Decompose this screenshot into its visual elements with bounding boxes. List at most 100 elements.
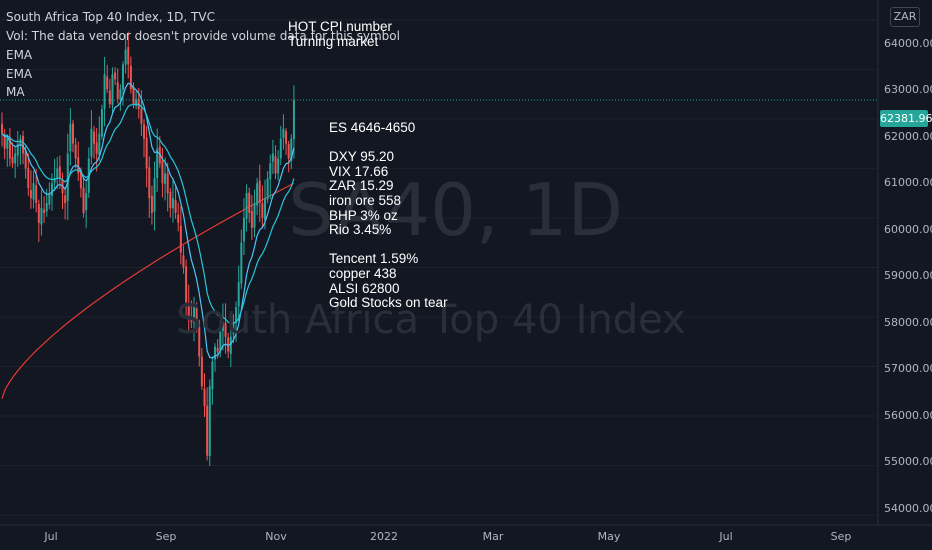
ema-10-line [1, 82, 295, 359]
candle [129, 56, 132, 94]
note-line: Rio 3.45% [329, 222, 392, 238]
candle-body [69, 123, 72, 152]
candle-body [245, 193, 248, 219]
candle-body [6, 138, 9, 149]
candle-body [195, 306, 198, 327]
candle [100, 104, 103, 140]
candle [274, 145, 277, 180]
candle-body [216, 348, 219, 352]
legend-ema-1[interactable]: EMA [6, 48, 33, 62]
candle-body [98, 133, 101, 156]
candle-body [137, 98, 140, 109]
candle [208, 379, 211, 466]
candle [77, 141, 80, 181]
candle [58, 155, 61, 189]
note-top-line: Turning market [288, 33, 379, 49]
candle [8, 128, 11, 167]
candle-body [192, 307, 195, 323]
candle-body [208, 386, 211, 457]
candle [195, 302, 198, 333]
legend-title[interactable]: South Africa Top 40 Index, 1D, TVC [6, 10, 215, 24]
note-top: HOT CPI number Turning market [288, 19, 392, 49]
candle-body [242, 217, 245, 242]
candle [29, 170, 32, 209]
note-line: VIX 17.66 [329, 163, 389, 179]
candle [250, 195, 253, 240]
candle-body [19, 138, 22, 146]
candle-body [253, 203, 256, 228]
candle-body [43, 209, 46, 213]
legend-ema-2[interactable]: EMA [6, 67, 33, 81]
candle [179, 206, 182, 265]
candle [114, 67, 117, 86]
candle [82, 177, 85, 218]
candle [271, 139, 274, 174]
candle [156, 128, 159, 193]
candle [6, 134, 9, 167]
candle-body [127, 46, 130, 65]
candle [119, 84, 122, 111]
candle-body [90, 128, 93, 157]
candle [48, 182, 51, 210]
y-tick-label: 64000.00 [884, 37, 932, 50]
candle [64, 187, 67, 220]
candle [174, 185, 177, 219]
note-line: ALSI 62800 [329, 280, 400, 296]
x-tick-label: Sep [830, 530, 852, 543]
candle [121, 61, 124, 106]
y-tick-label: 55000.00 [884, 455, 932, 468]
candle-body [37, 203, 40, 223]
note-line [329, 238, 448, 253]
candle-body [174, 200, 177, 213]
candle-body [277, 158, 280, 174]
candle-body [116, 82, 119, 100]
candle-body [140, 108, 143, 124]
candle [98, 116, 101, 162]
candle-body [29, 190, 32, 199]
candle-body [274, 156, 277, 174]
candle [40, 189, 43, 236]
candle [37, 199, 40, 242]
candle-body [50, 183, 53, 196]
candle [61, 172, 64, 210]
candle-body [161, 160, 164, 184]
y-tick-label: 57000.00 [884, 362, 932, 375]
candle-body [190, 317, 193, 322]
candle [287, 140, 290, 173]
candle [150, 185, 153, 225]
candle-body [214, 346, 217, 360]
currency-button[interactable]: ZAR [890, 7, 920, 27]
candle-body [177, 214, 180, 223]
candle-body [292, 99, 295, 140]
legend-vol[interactable]: Vol: The data vendor doesn't provide vol… [6, 29, 400, 43]
candle-body [121, 64, 124, 90]
candle [198, 319, 201, 367]
y-tick-label: 61000.00 [884, 176, 932, 189]
candle-body [79, 170, 82, 189]
candle-body [53, 178, 56, 183]
candle-body [143, 124, 146, 139]
candle [132, 82, 135, 109]
candle [3, 128, 6, 160]
candle-body [240, 242, 243, 284]
candle-body [179, 225, 182, 253]
candle-body [93, 131, 96, 144]
candle [277, 150, 280, 181]
candle-body [132, 86, 135, 105]
candle-body [169, 191, 172, 209]
candle [166, 162, 169, 212]
legend-ma[interactable]: MA [6, 85, 25, 99]
candle [148, 156, 151, 218]
candle [266, 171, 269, 204]
candle [19, 134, 22, 165]
candle [53, 158, 56, 191]
note-line: Tencent 1.59% [329, 251, 419, 267]
candle-body [227, 337, 230, 352]
note-side: ES 4646-4650 DXY 95.20 VIX 17.66 ZAR 15.… [329, 120, 448, 311]
candle [111, 67, 114, 113]
candle-body [153, 178, 156, 212]
candle [85, 182, 88, 229]
candle-body [22, 135, 25, 154]
